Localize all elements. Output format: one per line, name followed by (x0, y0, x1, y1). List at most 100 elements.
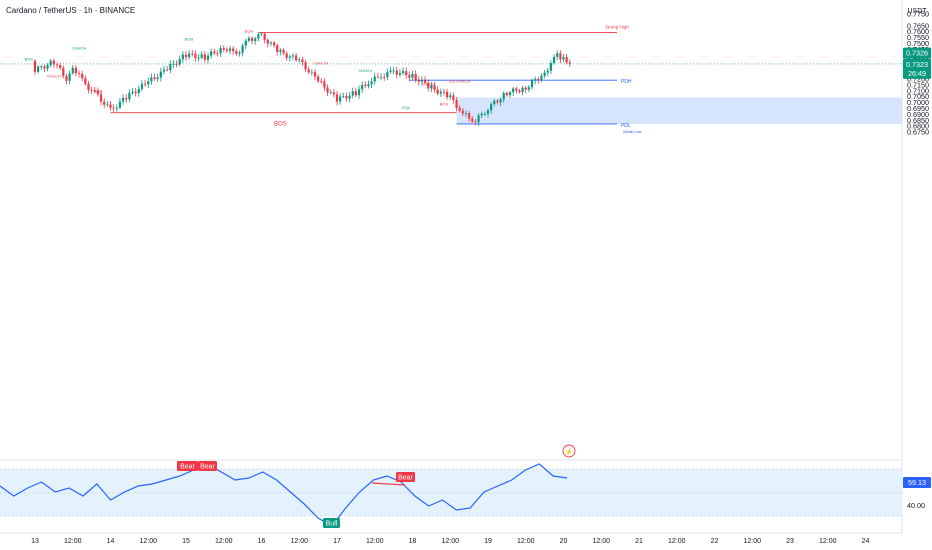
candle-body (228, 48, 232, 51)
time-tick-label: 17 (333, 538, 341, 545)
candle-body (414, 73, 417, 80)
candle-body (379, 77, 383, 78)
candle-body (112, 107, 115, 109)
candle-body (84, 78, 87, 84)
candle-body (184, 54, 188, 58)
candle-body (175, 63, 178, 65)
last-price-box (903, 47, 931, 59)
candle-body (71, 67, 74, 74)
candle-body (562, 57, 565, 60)
currency-label: USDT (907, 8, 927, 15)
alert-bolt-icon[interactable] (562, 444, 576, 458)
alert-bolt-glyph: ⚡ (565, 447, 574, 456)
candle-body (77, 73, 81, 75)
candle-body (430, 85, 433, 89)
candle-body (147, 81, 150, 85)
candle-body (197, 57, 200, 59)
candle-body (210, 51, 213, 56)
time-tick-label: 24 (862, 538, 870, 545)
candle-body (254, 38, 257, 41)
candle-body (480, 113, 483, 116)
candle-body (206, 55, 210, 60)
structure-label: BOS (440, 102, 449, 107)
candle-body (439, 91, 442, 94)
candle-body (62, 67, 65, 76)
candle-body (232, 48, 235, 52)
candle-body (499, 99, 502, 103)
candle-body (276, 45, 279, 52)
candle-body (452, 95, 455, 101)
bos-main-label: BOS (274, 122, 287, 128)
candle-body (178, 59, 181, 65)
candle-body (512, 88, 515, 93)
candle-body (103, 101, 106, 105)
candle-body (74, 67, 77, 74)
candle-body (216, 53, 219, 54)
structure-label: EQ CHoCH (449, 79, 470, 84)
candle-body (357, 89, 361, 96)
candle-body (446, 91, 449, 98)
bull-badge-label: Bull (326, 521, 338, 528)
bar-countdown: 26:49 (908, 69, 926, 78)
pdh-label: PDH (621, 79, 632, 85)
structure-label: CHoCH (358, 68, 372, 73)
candle-body (320, 81, 323, 82)
chart-title: Cardano / TetherUS · 1h · BINANCE (6, 6, 136, 15)
candle-body (115, 107, 118, 109)
candle-body (427, 82, 430, 89)
candle-body (398, 73, 402, 75)
bear-badge-label: Bear (180, 464, 195, 471)
candle-body (389, 70, 392, 73)
structure-label: CHoCH (72, 46, 86, 51)
candle-body (213, 51, 216, 54)
candle-body (559, 53, 562, 60)
candle-body (332, 92, 335, 95)
price-tick-label: 0.7650 (907, 21, 929, 30)
candle-body (166, 69, 169, 71)
candle-body (534, 78, 537, 81)
candle-body (137, 89, 140, 94)
candle-body (99, 94, 103, 102)
candle-body (556, 53, 559, 57)
candle-body (530, 80, 534, 88)
candle-body (493, 100, 496, 105)
price-tick-label: 0.6850 (907, 116, 929, 125)
candle-body (93, 90, 96, 91)
candle-body (140, 83, 144, 90)
candle-body (348, 95, 351, 99)
candle-body (449, 95, 452, 98)
candle-body (49, 60, 52, 66)
time-tick-label: 12:00 (743, 538, 761, 545)
candle-body (131, 91, 134, 93)
candle-body (383, 77, 386, 78)
candle-body (260, 33, 263, 35)
candle-body (188, 53, 191, 58)
candle-body (295, 55, 298, 61)
candle-body (121, 97, 125, 102)
candle-body (386, 72, 389, 78)
candle-body (266, 39, 269, 44)
strong-high-label: Strong High (605, 24, 629, 29)
time-tick-label: 15 (182, 538, 190, 545)
candle-body (288, 56, 291, 58)
price-tick-label: 0.6800 (907, 122, 929, 131)
candle-body (376, 76, 379, 78)
time-tick-label: 12:00 (441, 538, 459, 545)
candle-body (96, 90, 100, 95)
osc-level-label: 40.00 (907, 501, 925, 510)
bull-badge-box (323, 518, 340, 528)
candle-body (156, 77, 159, 80)
osc-value-label: 59.13 (908, 478, 926, 487)
candle-body (323, 81, 326, 88)
price-tick-label: 0.7600 (907, 27, 929, 36)
candle-body (351, 91, 354, 96)
candle-body (471, 118, 474, 122)
candle-body (483, 113, 486, 115)
candle-body (317, 76, 320, 82)
candle-body (436, 89, 439, 94)
candle-body (291, 55, 295, 57)
candle-body (367, 84, 370, 86)
candle-body (392, 70, 395, 72)
time-tick-label: 12:00 (517, 538, 535, 545)
